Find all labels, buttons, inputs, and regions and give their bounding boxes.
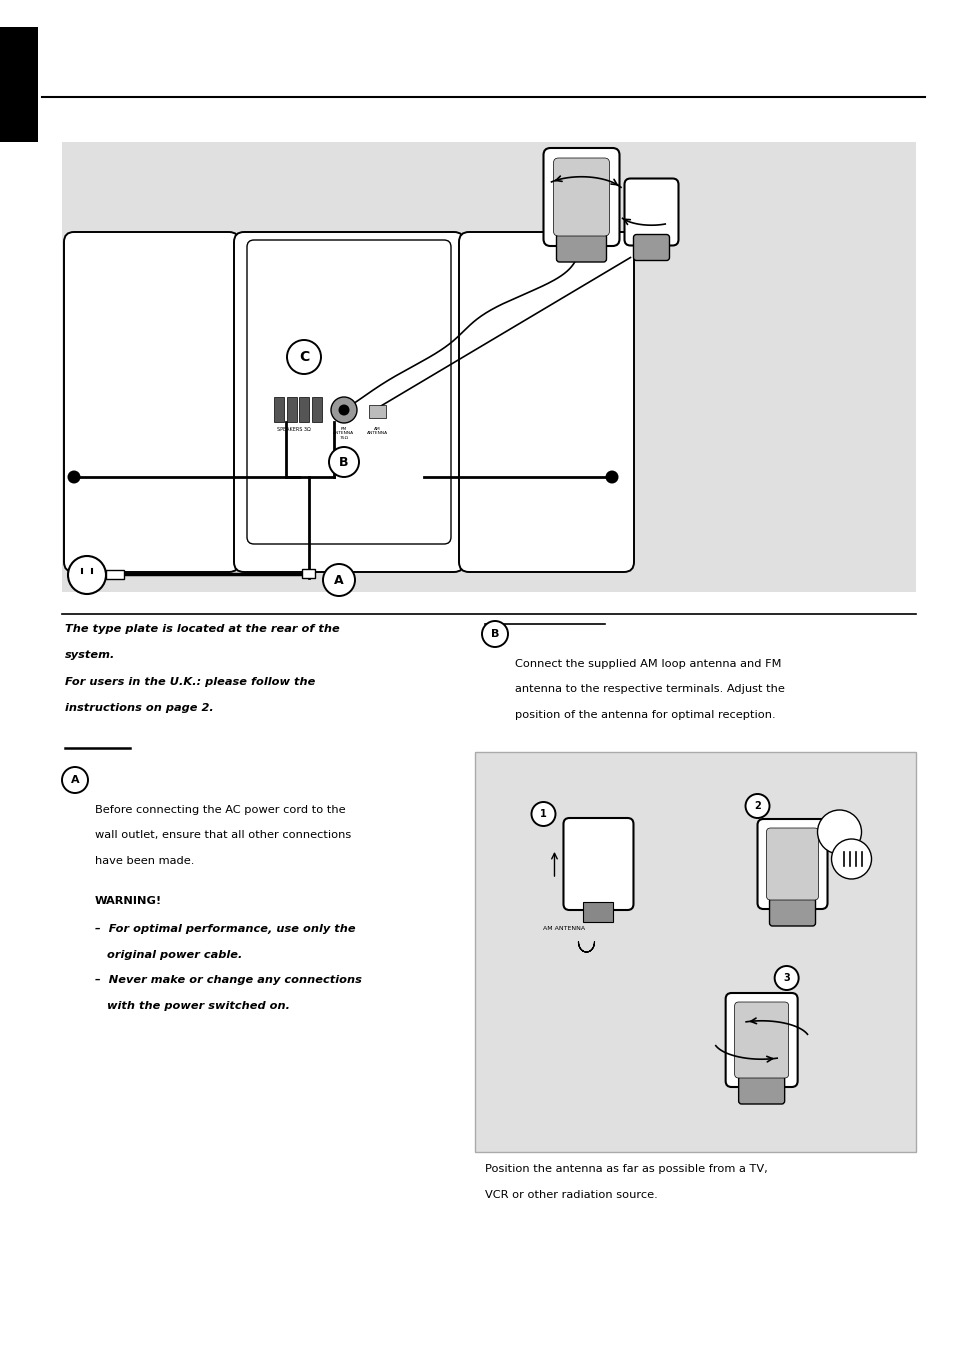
Text: A: A	[334, 573, 343, 587]
Text: B: B	[490, 629, 498, 639]
Bar	[106, 571, 124, 579]
Text: instructions on page 2.: instructions on page 2.	[65, 703, 213, 714]
Text: WARNING!: WARNING!	[95, 896, 162, 906]
FancyBboxPatch shape	[765, 827, 818, 900]
Text: 1: 1	[539, 808, 546, 819]
Text: position of the antenna for optimal reception.: position of the antenna for optimal rece…	[515, 710, 775, 721]
FancyBboxPatch shape	[725, 992, 797, 1087]
FancyBboxPatch shape	[458, 233, 634, 572]
Bar	[298, 397, 309, 422]
FancyBboxPatch shape	[233, 233, 463, 572]
Text: 3: 3	[782, 973, 789, 983]
Bar	[62, 142, 915, 592]
FancyBboxPatch shape	[543, 147, 618, 246]
Text: SPEAKERS 3Ω: SPEAKERS 3Ω	[276, 427, 311, 433]
Bar	[302, 569, 314, 579]
Circle shape	[331, 397, 356, 423]
Circle shape	[481, 621, 507, 648]
Text: C: C	[298, 350, 309, 364]
FancyBboxPatch shape	[64, 233, 239, 572]
Text: system.: system.	[65, 650, 115, 661]
Text: AM ANTENNA: AM ANTENNA	[543, 926, 585, 932]
Text: B: B	[339, 456, 349, 469]
Text: VCR or other radiation source.: VCR or other radiation source.	[484, 1190, 657, 1199]
Text: AM
ANTENNA: AM ANTENNA	[367, 427, 388, 435]
Circle shape	[323, 564, 355, 596]
Circle shape	[744, 794, 769, 818]
FancyBboxPatch shape	[553, 158, 609, 237]
Circle shape	[287, 339, 320, 375]
Circle shape	[329, 448, 358, 477]
Bar	[369, 406, 386, 418]
Text: FM
ANTENNA
75Ω: FM ANTENNA 75Ω	[334, 427, 355, 439]
FancyBboxPatch shape	[757, 819, 826, 909]
Text: A: A	[71, 775, 79, 786]
Text: Position the antenna as far as possible from a TV,: Position the antenna as far as possible …	[484, 1164, 767, 1174]
Bar	[475, 752, 915, 1152]
Text: For users in the U.K.: please follow the: For users in the U.K.: please follow the	[65, 677, 315, 687]
FancyBboxPatch shape	[734, 1002, 788, 1078]
Text: with the power switched on.: with the power switched on.	[95, 1000, 290, 1011]
Text: –  Never make or change any connections: – Never make or change any connections	[95, 976, 361, 986]
Text: wall outlet, ensure that all other connections: wall outlet, ensure that all other conne…	[95, 830, 351, 841]
Circle shape	[338, 404, 349, 415]
Text: 2: 2	[754, 800, 760, 811]
Bar	[583, 902, 613, 922]
Bar	[0, 27, 38, 142]
FancyBboxPatch shape	[563, 818, 633, 910]
FancyBboxPatch shape	[556, 234, 606, 262]
Circle shape	[68, 470, 80, 484]
Bar	[286, 397, 296, 422]
FancyBboxPatch shape	[247, 241, 451, 544]
Circle shape	[68, 556, 106, 594]
Circle shape	[62, 767, 88, 794]
Bar	[274, 397, 284, 422]
Circle shape	[817, 810, 861, 854]
Text: have been made.: have been made.	[95, 856, 194, 867]
Text: antenna to the respective terminals. Adjust the: antenna to the respective terminals. Adj…	[515, 684, 784, 695]
Text: –  For optimal performance, use only the: – For optimal performance, use only the	[95, 925, 355, 934]
Text: The type plate is located at the rear of the: The type plate is located at the rear of…	[65, 625, 339, 634]
Text: original power cable.: original power cable.	[95, 950, 242, 960]
Text: Before connecting the AC power cord to the: Before connecting the AC power cord to t…	[95, 804, 345, 815]
FancyBboxPatch shape	[769, 898, 815, 926]
FancyBboxPatch shape	[624, 178, 678, 246]
Circle shape	[831, 840, 871, 879]
Text: Connect the supplied AM loop antenna and FM: Connect the supplied AM loop antenna and…	[515, 658, 781, 669]
Bar	[312, 397, 321, 422]
Circle shape	[605, 470, 618, 484]
Circle shape	[774, 965, 798, 990]
FancyBboxPatch shape	[738, 1076, 783, 1105]
FancyBboxPatch shape	[633, 234, 669, 261]
Circle shape	[531, 802, 555, 826]
